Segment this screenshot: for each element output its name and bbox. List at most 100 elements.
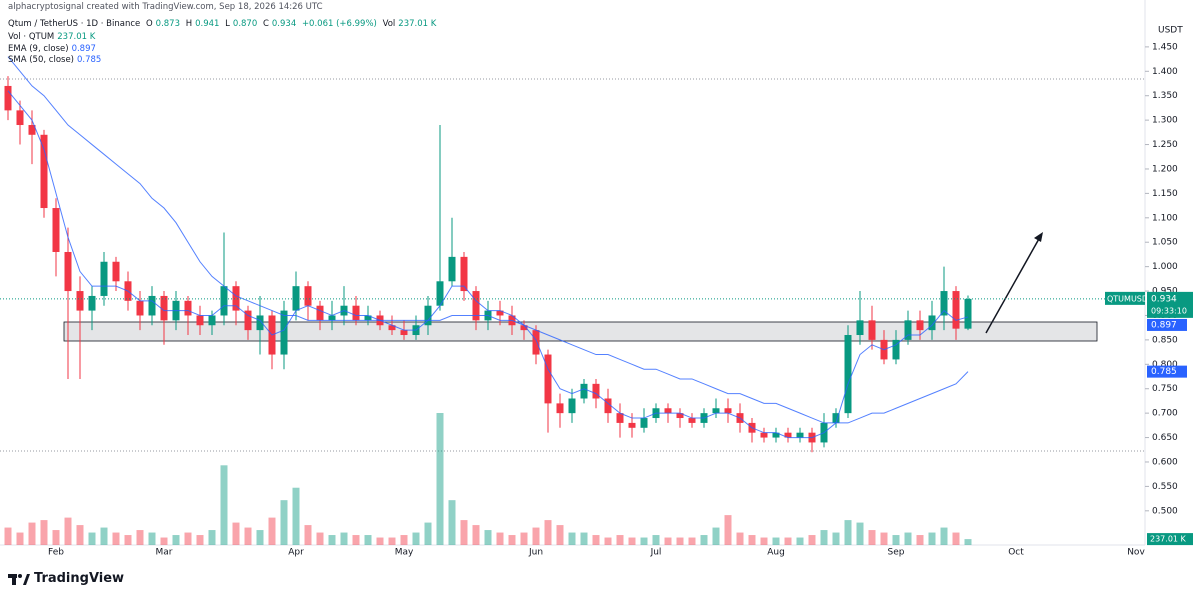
volume-bar [892,535,900,545]
candle-body [916,320,924,331]
volume-bar [88,532,96,545]
volume-bar [28,522,36,545]
volume-tag [1147,533,1193,546]
ema-legend: EMA (9, close) 0.897 [8,44,99,54]
candle-body [424,305,432,326]
candle-body [64,251,72,292]
ma-tag [1147,365,1187,378]
vol-label: Vol [382,19,396,29]
candle-body [712,408,720,414]
candle-body [580,383,588,399]
volume-bar [928,532,936,545]
candle-body [364,315,372,321]
volume-bar [448,500,456,545]
volume-bar [952,532,960,545]
candle-body [40,134,48,209]
candle-body [784,432,792,438]
candle-body [868,320,876,340]
candle-body [388,325,396,331]
candle-body [448,256,456,282]
watermark: alphacryptosignal created with TradingVi… [8,2,326,12]
vol-legend: Vol · QTUM 237.01 K [8,32,98,42]
y-tick-label: 0.600 [1152,457,1178,467]
volume-bar [652,535,660,545]
volume-bar [436,413,444,545]
volume-bar [676,537,684,545]
candle-body [940,291,948,316]
candle-body [136,300,144,316]
volume-bar [868,530,876,545]
candle-body [208,315,216,326]
candle-body [244,310,252,331]
y-tick-label: 0.550 [1152,482,1178,492]
volume-bar [304,525,312,545]
volume-bar [616,535,624,545]
volume-bar [748,535,756,545]
x-tick-label: May [395,548,414,558]
close-value: 0.934 [271,19,297,29]
volume-bar [532,527,540,545]
y-tick-label: 1.200 [1152,164,1178,174]
volume-bar [328,535,336,545]
volume-bar [820,530,828,545]
x-tick-label: Apr [288,548,304,558]
volume-bar [724,515,732,545]
volume-bar [316,532,324,545]
open-label: O [145,19,153,29]
y-tick-label: 1.150 [1152,189,1178,199]
x-tick-label: Sep [888,548,905,558]
candle-body [52,208,60,252]
volume-bar [184,532,192,545]
legend-value: 0.785 [77,55,102,65]
x-tick-label: Feb [48,548,64,558]
volume-bar [64,517,72,545]
candle-body [292,286,300,311]
y-tick-label: 1.450 [1152,42,1178,52]
volume-bar [592,535,600,545]
candle-body [532,330,540,355]
volume-bar [844,520,852,545]
close-label: C [262,19,269,29]
volume-bar [220,465,228,545]
volume-bar [640,537,648,545]
volume-bar [100,527,108,545]
candle-body [436,281,444,306]
volume-bar [964,539,972,545]
y-tick-label: 0.850 [1152,335,1178,345]
volume-bar [856,522,864,545]
x-tick-label: Mar [156,548,173,558]
volume-bar [256,530,264,545]
low-label: L [225,19,230,29]
candle-body [640,418,648,428]
volume-bar [544,520,552,545]
y-tick-label: 0.700 [1152,409,1178,419]
candle-body [316,305,324,321]
low-value: 0.870 [232,19,258,29]
legend-label: Vol · QTUM [8,32,55,42]
volume-bar [388,537,396,545]
volume-bar [628,537,636,545]
vol-value: 237.01 K [398,19,437,29]
volume-bar [40,520,48,545]
candle-body [544,354,552,404]
price-tag [1147,291,1193,318]
candle-body [4,85,12,111]
volume-bar [520,532,528,545]
y-tick-label: 1.350 [1152,91,1178,101]
volume-bar [340,532,348,545]
y-tick-label: 1.250 [1152,140,1178,150]
volume-bar [940,527,948,545]
y-tick-label: 1.400 [1152,67,1178,77]
volume-bar [508,535,516,545]
legend-label: EMA (9, close) [8,44,69,54]
price-tag-text: 0.934 [1151,294,1177,304]
volume-bar [772,537,780,545]
volume-bar [76,525,84,545]
candle-body [688,418,696,423]
y-tick-label: 1.050 [1152,238,1178,248]
candle-body [472,291,480,321]
volume-bar [580,532,588,545]
